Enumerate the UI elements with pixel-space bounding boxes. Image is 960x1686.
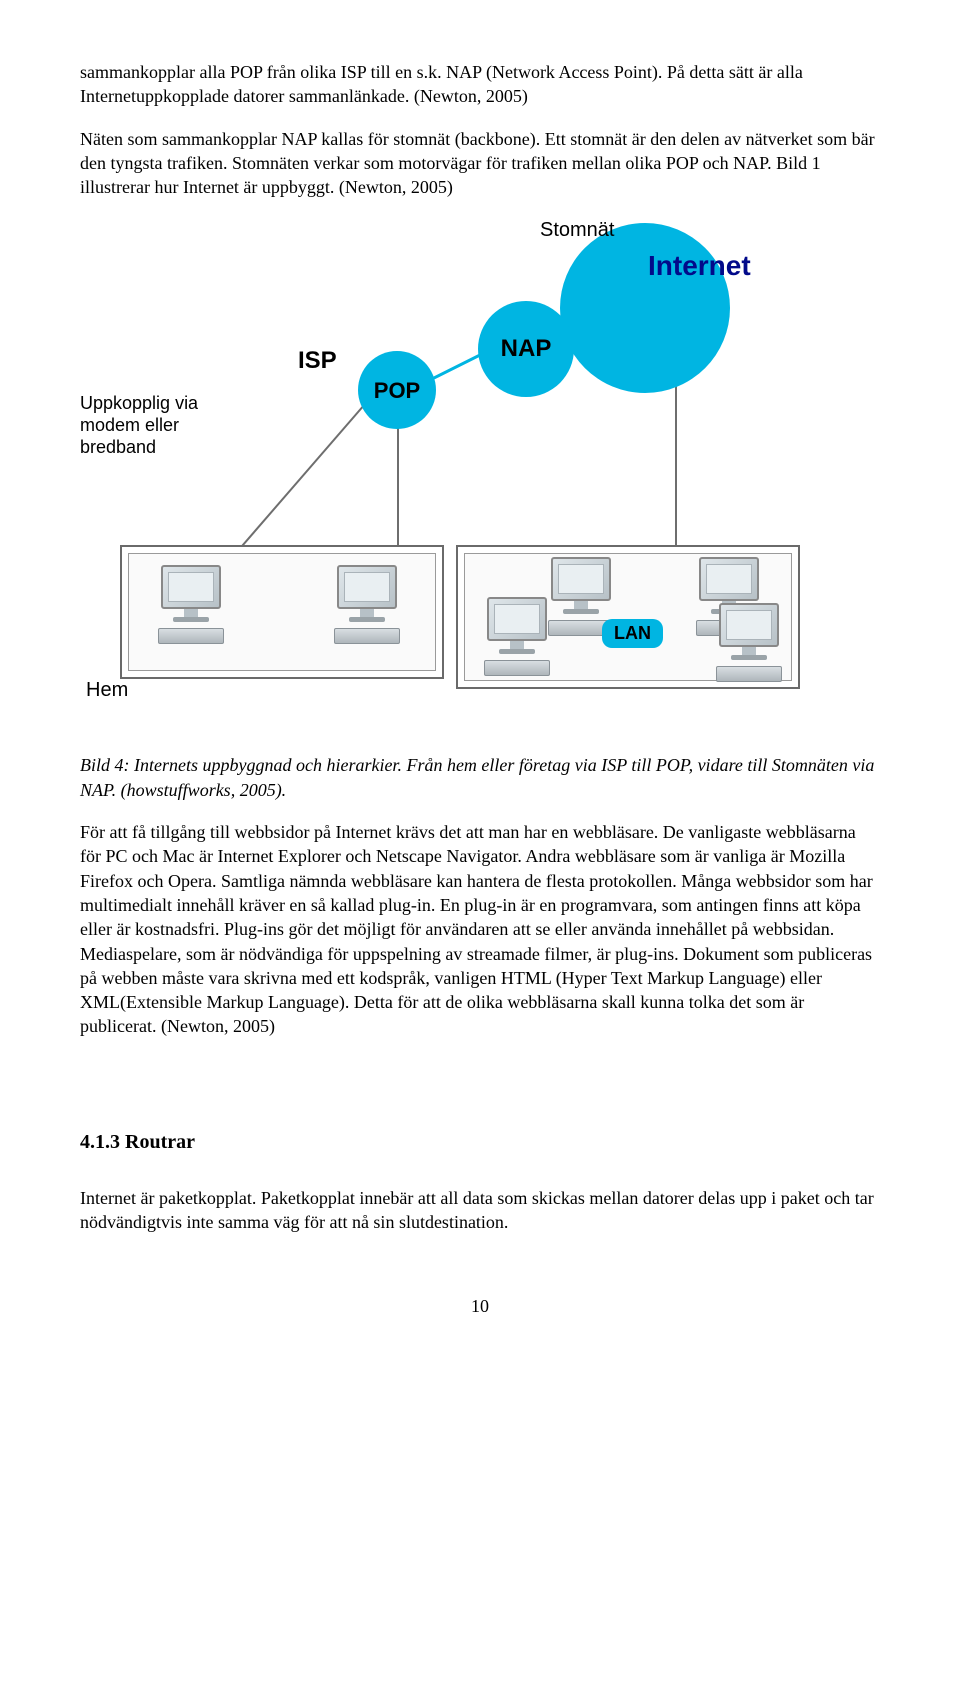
page-number: 10 (80, 1294, 880, 1318)
isp-label: ISP (298, 345, 337, 377)
pop-circle: POP (358, 351, 436, 429)
uppkoppling-label: Uppkopplig via modem eller bredband (80, 393, 260, 458)
hem-label: Hem (86, 677, 128, 704)
section-heading: 4.1.3 Routrar (80, 1129, 880, 1156)
paragraph-1: sammankopplar alla POP från olika ISP ti… (80, 60, 880, 109)
nap-circle: NAP (478, 301, 574, 397)
paragraph-3: För att få tillgång till webbsidor på In… (80, 820, 880, 1039)
figure-caption: Bild 4: Internets uppbyggnad och hierark… (80, 753, 880, 802)
paragraph-4: Internet är paketkopplat. Paketkopplat i… (80, 1186, 880, 1235)
hem-panel (120, 545, 444, 679)
lan-badge: LAN (602, 619, 663, 647)
computer-icon (146, 565, 236, 645)
lan-panel: LAN (456, 545, 800, 689)
stomnat-label: Stomnät (540, 217, 614, 244)
paragraph-2: Näten som sammankopplar NAP kallas för s… (80, 127, 880, 200)
computer-icon (322, 565, 412, 645)
internet-label: Internet (648, 247, 751, 285)
network-diagram: Stomnät Internet NAP POP ISP Uppkopplig … (80, 223, 800, 723)
computer-icon (704, 603, 794, 683)
